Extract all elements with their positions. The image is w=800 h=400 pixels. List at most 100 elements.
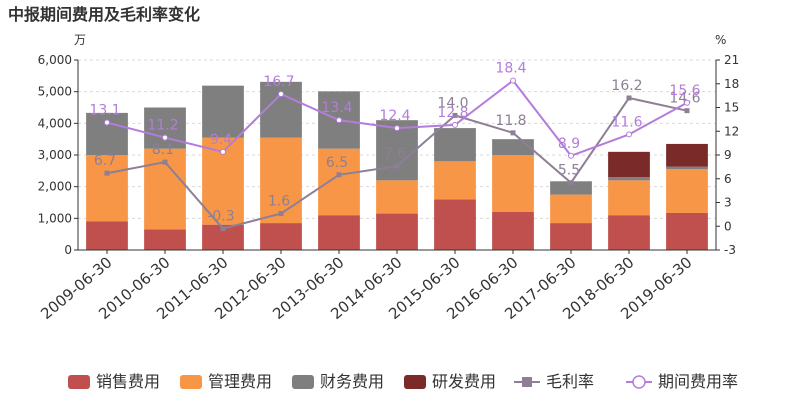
bar-segment	[608, 180, 650, 216]
data-point	[220, 226, 226, 232]
data-point	[626, 95, 632, 101]
data-label: 14.0	[437, 95, 468, 111]
data-label: 13.4	[321, 100, 352, 116]
data-label: 14.6	[669, 91, 700, 107]
data-label: 6.5	[326, 155, 348, 171]
bar-segment	[434, 161, 476, 200]
data-label: 11.6	[611, 114, 642, 130]
legend-swatch	[180, 375, 202, 389]
legend-swatch	[292, 375, 314, 389]
data-point	[278, 91, 284, 98]
data-point	[336, 117, 342, 124]
data-point	[278, 211, 284, 217]
data-point	[626, 131, 632, 138]
bar-segment	[202, 85, 244, 138]
data-point	[684, 99, 690, 106]
x-axis: 2009-06-302010-06-302011-06-302012-06-30…	[37, 249, 716, 323]
legend-marker	[632, 375, 646, 389]
left-tick-label: 1,000	[38, 211, 72, 225]
left-axis: 0 1,000 2,000 3,000 4,000 5,000 6,000	[38, 53, 79, 257]
data-point	[510, 130, 516, 136]
bar-segment	[376, 180, 418, 214]
data-point	[220, 148, 226, 155]
data-point	[452, 112, 458, 118]
left-tick-label: 4,000	[38, 116, 72, 130]
left-tick-label: 6,000	[38, 53, 72, 67]
legend-label: 管理费用	[208, 372, 272, 391]
bar-segment	[86, 221, 128, 250]
right-axis: -3 0 3 6 9 12 15 18 21	[715, 53, 739, 257]
bar-segment	[376, 213, 418, 250]
right-tick-label: 9	[724, 148, 732, 162]
data-point	[162, 159, 168, 165]
legend-label: 毛利率	[546, 372, 594, 391]
right-tick-label: 6	[724, 172, 732, 186]
bar-segment	[550, 194, 592, 224]
bar-segment	[260, 137, 302, 224]
right-tick-label: 0	[724, 219, 732, 233]
data-point	[684, 108, 690, 114]
data-label: 8.9	[558, 136, 580, 152]
bar-segment	[492, 139, 534, 155]
bar-segment	[666, 166, 708, 170]
bar-segment	[608, 177, 650, 181]
data-point	[394, 125, 400, 132]
legend-swatch	[68, 375, 90, 389]
left-axis-unit: 万	[74, 33, 86, 47]
right-tick-label: 18	[724, 77, 739, 91]
bar-segment	[550, 223, 592, 250]
data-point	[452, 121, 458, 128]
bar-segment	[318, 215, 360, 250]
data-point	[568, 180, 574, 186]
bar-segment	[434, 199, 476, 250]
right-tick-label: -3	[724, 243, 736, 257]
lines: 6.7 8.1 -0.3 1.6 6.5 7.6 14.0 11.8 5.5 16.2 14.6 13…	[89, 61, 701, 232]
data-label: 12.8	[437, 105, 468, 121]
data-label: 16.2	[611, 78, 642, 94]
left-tick-label: 5,000	[38, 85, 72, 99]
data-label: 16.7	[263, 74, 294, 90]
bar-segment	[86, 112, 128, 155]
bar-segment	[260, 223, 302, 250]
data-label: 12.4	[379, 108, 410, 124]
data-point	[394, 163, 400, 169]
right-tick-label: 12	[724, 124, 739, 138]
legend-label: 销售费用	[96, 372, 160, 391]
legend: 销售费用 管理费用 财务费用 研发费用 毛利率 期间费用率	[68, 372, 738, 391]
data-point	[336, 172, 342, 178]
data-label: 7.6	[384, 146, 406, 162]
bar-segment	[550, 181, 592, 195]
left-tick-label: 0	[64, 243, 72, 257]
bar-segment	[492, 212, 534, 250]
data-point	[162, 134, 168, 141]
legend-label: 期间费用率	[658, 372, 738, 391]
data-point	[568, 152, 574, 159]
bar-segment	[86, 155, 128, 222]
bar-segment	[608, 151, 650, 178]
bar-segment	[666, 169, 708, 213]
bar-segment	[666, 143, 708, 167]
right-axis-unit: %	[715, 33, 726, 47]
right-tick-label: 21	[724, 53, 739, 67]
data-label: 8.1	[152, 142, 174, 158]
data-label: 13.1	[89, 103, 120, 119]
bar-segment	[666, 212, 708, 250]
bars	[86, 81, 708, 250]
bar-segment	[608, 215, 650, 250]
bar-segment	[434, 128, 476, 162]
left-tick-label: 2,000	[38, 180, 72, 194]
bar-segment	[492, 155, 534, 212]
data-point	[510, 77, 516, 84]
data-label: 6.7	[94, 153, 116, 169]
legend-label: 财务费用	[320, 372, 384, 391]
data-label: 11.2	[147, 118, 178, 134]
data-point	[104, 119, 110, 126]
data-label: 5.5	[558, 163, 580, 179]
right-tick-label: 15	[724, 101, 739, 115]
data-label: -0.3	[207, 209, 234, 225]
bar-segment	[318, 148, 360, 216]
data-label: 9.4	[210, 132, 232, 148]
data-label: 11.8	[495, 113, 526, 129]
right-tick-label: 3	[724, 196, 732, 210]
